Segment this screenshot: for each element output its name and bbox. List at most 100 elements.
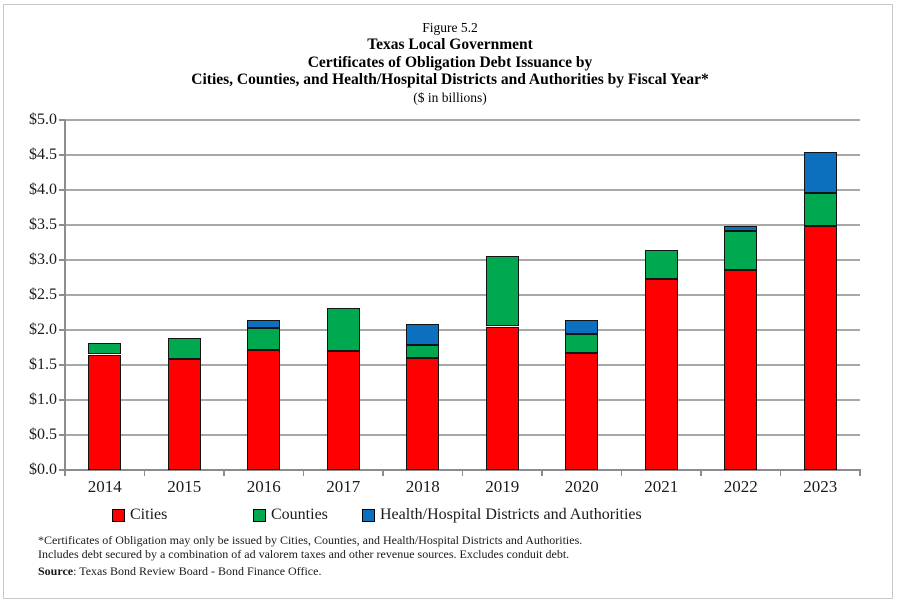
y-axis-tick [59, 189, 65, 191]
bar-segment-counties-2021 [644, 249, 678, 279]
gridline [65, 364, 860, 366]
bar-segment-cities-2019 [485, 326, 519, 470]
footnote-block: *Certificates of Obligation may only be … [38, 533, 583, 579]
bar-segment-counties-2015 [167, 338, 201, 360]
x-axis-tick [302, 470, 305, 476]
y-axis-tick [59, 154, 65, 156]
y-axis-tick [59, 469, 65, 471]
legend-label-cities: Cities [130, 506, 168, 523]
x-axis-label: 2023 [803, 477, 838, 496]
x-axis-label: 2014 [87, 477, 122, 496]
legend-item-counties: Counties [253, 506, 328, 524]
y-axis-label: $3.0 [29, 251, 57, 268]
x-axis-label: 2017 [326, 477, 361, 496]
bar-segment-cities-2017 [326, 351, 360, 470]
bar-segment-counties-2018 [406, 344, 440, 358]
bar-segment-health-hospital-districts-and-authorities-2023 [803, 152, 837, 193]
y-axis-tick [59, 224, 65, 226]
y-axis-label: $0.5 [29, 426, 57, 443]
source-label: Source [38, 564, 74, 578]
title-line-3: Cities, Counties, and Health/Hospital Di… [191, 71, 709, 88]
gridline [65, 399, 860, 401]
x-axis-label: 2020 [564, 477, 599, 496]
legend-label-health-hospital-districts-and-authorities: Health/Hospital Districts and Authoritie… [380, 506, 642, 523]
legend-item-cities: Cities [112, 506, 167, 524]
legend-label-counties: Counties [271, 506, 328, 523]
y-axis-tick [59, 434, 65, 436]
y-axis-label: $4.0 [29, 181, 57, 198]
bar-segment-counties-2017 [326, 307, 360, 351]
y-axis-label: $5.0 [29, 111, 57, 128]
gridline [65, 119, 860, 121]
gridline [65, 329, 860, 331]
bar-segment-health-hospital-districts-and-authorities-2016 [247, 320, 281, 328]
x-axis-label: 2018 [405, 477, 440, 496]
x-axis-label: 2015 [167, 477, 202, 496]
y-axis-tick [59, 119, 65, 121]
y-axis [64, 120, 66, 470]
bar-segment-counties-2019 [485, 255, 519, 327]
title-line-1: Texas Local Government [367, 36, 533, 53]
y-axis-label: $2.0 [29, 321, 57, 338]
legend-item-health-hospital-districts-and-authorities: Health/Hospital Districts and Authoritie… [362, 506, 642, 524]
footnote-line-1: *Certificates of Obligation may only be … [38, 533, 583, 547]
y-axis-label: $2.5 [29, 286, 57, 303]
x-axis-tick [620, 470, 623, 476]
title-line-2: Certificates of Obligation Debt Issuance… [307, 53, 593, 71]
y-axis-tick [59, 259, 65, 261]
bar-segment-health-hospital-districts-and-authorities-2022 [724, 226, 758, 232]
bar-segment-counties-2022 [724, 231, 758, 270]
bar-segment-cities-2020 [565, 353, 599, 470]
bar-segment-cities-2016 [247, 349, 281, 470]
x-axis-tick [223, 470, 225, 476]
gridline [65, 189, 860, 191]
gridline [65, 434, 860, 436]
x-axis-tick [382, 470, 384, 476]
y-axis-tick [59, 364, 65, 366]
bar-segment-health-hospital-districts-and-authorities-2018 [406, 323, 440, 345]
x-axis-tick [779, 470, 782, 476]
bar-segment-cities-2022 [724, 269, 758, 470]
title-block: Figure 5.2 Texas Local Government Certif… [0, 19, 900, 106]
y-axis-tick [59, 294, 65, 296]
title-units: ($ in billions) [413, 89, 487, 105]
bar-segment-counties-2014 [88, 342, 122, 355]
x-axis-tick [64, 470, 66, 476]
y-axis-label: $1.0 [29, 391, 57, 408]
legend-swatch-health-hospital-districts-and-authorities [362, 508, 375, 522]
x-axis-label: 2021 [644, 477, 679, 496]
x-axis-tick [143, 470, 146, 476]
x-axis-label: 2019 [485, 477, 520, 496]
bar-segment-counties-2020 [565, 334, 599, 354]
bar-segment-counties-2023 [803, 192, 837, 226]
bar-segment-cities-2023 [803, 225, 837, 470]
source-text: : Texas Bond Review Board - Bond Finance… [73, 564, 322, 578]
x-axis [65, 469, 861, 471]
figure-number: Figure 5.2 [422, 20, 478, 35]
bar-segment-counties-2016 [247, 327, 281, 350]
legend-swatch-counties [253, 508, 266, 522]
source-line: Source: Texas Bond Review Board - Bond F… [38, 564, 582, 579]
bar-segment-cities-2015 [167, 359, 201, 470]
x-axis-tick [541, 470, 543, 476]
gridline [65, 224, 860, 226]
bar-segment-cities-2021 [644, 278, 678, 470]
x-axis-tick [859, 470, 861, 476]
gridline [65, 259, 860, 261]
bar-segment-cities-2014 [88, 354, 122, 470]
bar-segment-cities-2018 [406, 358, 440, 470]
y-axis-tick [59, 399, 65, 401]
y-axis-label: $3.5 [29, 216, 57, 233]
bar-segment-health-hospital-districts-and-authorities-2020 [565, 319, 599, 335]
x-axis-tick [700, 470, 702, 476]
y-axis-label: $0.0 [29, 461, 57, 478]
gridline [65, 294, 860, 296]
gridline [65, 154, 860, 156]
y-axis-label: $1.5 [29, 356, 57, 373]
y-axis-tick [59, 329, 65, 331]
x-axis-tick [461, 470, 464, 476]
footnote-line-2: Includes debt secured by a combination o… [38, 546, 570, 561]
y-axis-label: $4.5 [29, 146, 57, 163]
